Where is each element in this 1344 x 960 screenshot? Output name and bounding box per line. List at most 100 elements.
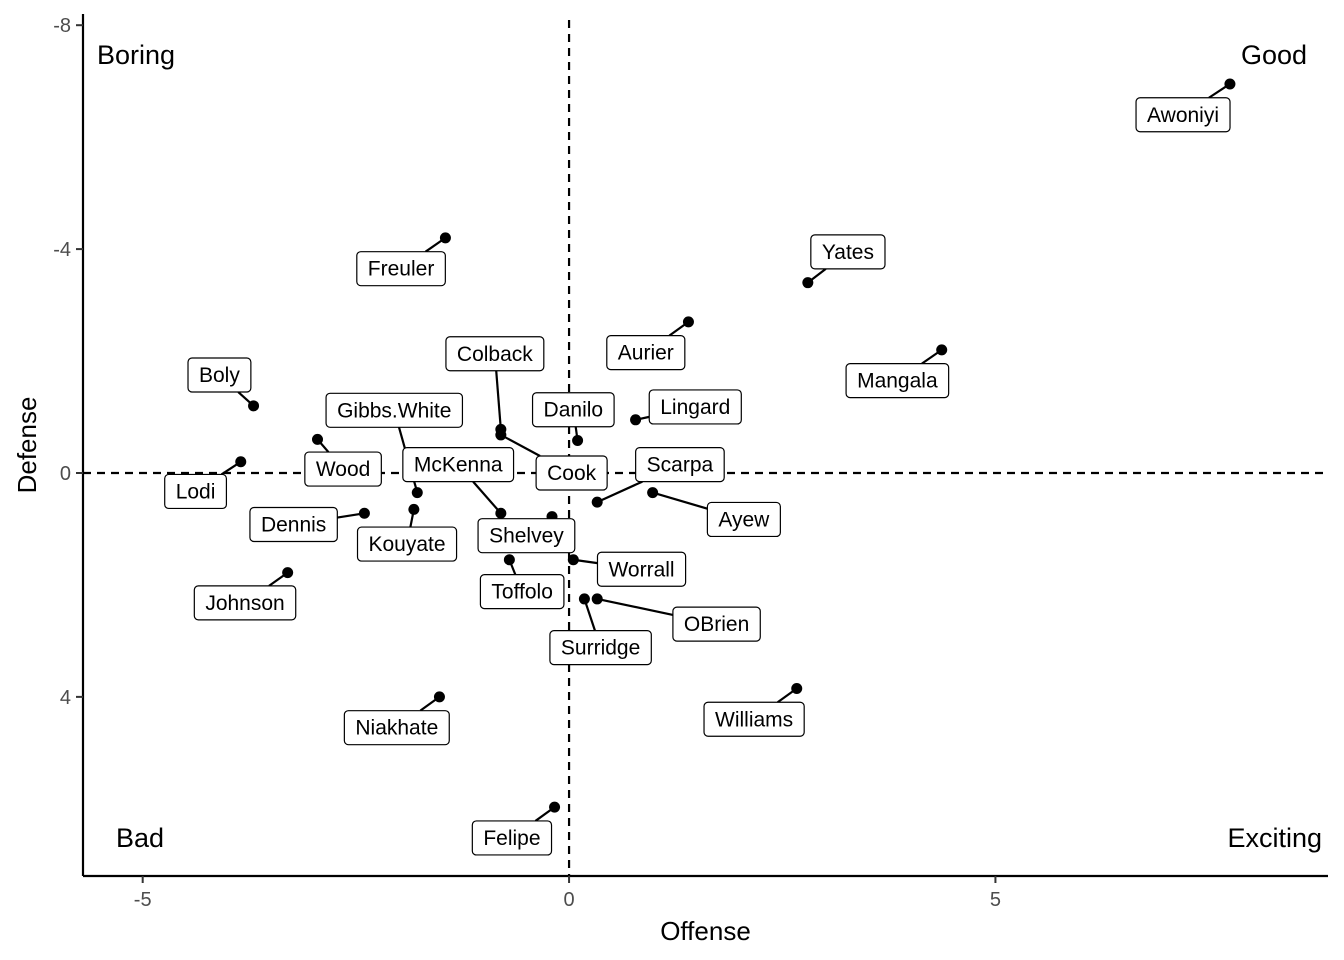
point-label: Danilo	[531, 392, 615, 428]
y-tick-label: 0	[60, 463, 71, 485]
axes: -5 0 5 -8 -4 0 4 Offense Defense	[12, 14, 1328, 946]
point-label: Johnson	[193, 585, 297, 621]
data-point	[630, 414, 642, 426]
data-point	[647, 487, 659, 499]
point-label: Williams	[703, 701, 805, 737]
point-label-text: Gibbs.White	[337, 399, 451, 422]
data-points	[235, 78, 1236, 813]
label-box	[343, 710, 450, 746]
point-label: Mangala	[845, 363, 950, 399]
point-label-text: Scarpa	[647, 454, 714, 477]
point-label: Colback	[445, 336, 545, 372]
data-point	[572, 435, 584, 447]
point-label-text: Boly	[199, 364, 240, 387]
quadrant-label-bottom-right: Exciting	[1227, 823, 1322, 853]
point-label: Shelvey	[477, 518, 576, 554]
data-point	[408, 503, 420, 515]
x-tick-label: 5	[990, 889, 1001, 911]
point-label: Felipe	[471, 820, 553, 856]
y-tick-label: 4	[60, 687, 71, 709]
point-label: Awoniyi	[1135, 97, 1231, 133]
point-label: Yates	[810, 234, 886, 270]
point-label-text: Danilo	[544, 399, 604, 422]
point-label: Niakhate	[343, 710, 450, 746]
label-box	[356, 251, 446, 287]
quadrant-label-bottom-left: Bad	[116, 823, 164, 853]
point-label: Cook	[535, 455, 608, 491]
point-label-text: Williams	[715, 708, 793, 731]
point-label-text: Wood	[316, 458, 370, 481]
label-box	[596, 551, 687, 587]
data-point	[802, 277, 814, 289]
quadrant-labels: Boring Good Bad Exciting	[97, 40, 1322, 853]
point-label: Surridge	[549, 630, 652, 666]
point-label-text: Toffolo	[491, 581, 553, 604]
leader-lines	[220, 83, 1231, 822]
point-label-text: Felipe	[483, 827, 540, 850]
label-box	[445, 336, 545, 372]
label-box	[531, 392, 615, 428]
label-box	[648, 389, 742, 425]
quadrant-label-top-left: Boring	[97, 40, 175, 70]
y-tick-label: -4	[53, 239, 71, 261]
point-label-text: Cook	[547, 462, 597, 485]
x-axis-title: Offense	[660, 916, 751, 946]
data-point	[578, 593, 590, 605]
leader-line	[596, 480, 643, 504]
point-label-text: Johnson	[205, 592, 284, 615]
point-label: Toffolo	[479, 574, 565, 610]
point-label-text: Lodi	[176, 480, 216, 503]
label-box	[471, 820, 553, 856]
label-box	[325, 392, 464, 428]
point-label-text: Lingard	[660, 396, 730, 419]
label-box	[1135, 97, 1231, 133]
data-point	[439, 232, 451, 244]
data-point	[591, 496, 603, 508]
label-box	[164, 473, 228, 510]
label-box	[810, 234, 886, 270]
data-point	[248, 400, 260, 412]
point-label: Gibbs.White	[325, 392, 464, 428]
data-point	[411, 487, 423, 499]
point-label: OBrien	[672, 606, 761, 642]
data-point	[312, 433, 324, 445]
data-point	[936, 344, 948, 356]
point-label-text: Shelvey	[489, 525, 564, 548]
point-labels: Awoniyi Yates Mangala Aurier Freuler Boly Lodi…	[164, 97, 1231, 856]
point-label-text: Awoniyi	[1147, 104, 1219, 127]
point-label-text: OBrien	[684, 613, 749, 636]
label-box	[249, 506, 338, 543]
data-point	[567, 554, 579, 566]
data-point	[433, 691, 445, 703]
data-point	[791, 682, 803, 694]
data-point	[682, 316, 694, 328]
quadrant-label-top-right: Good	[1241, 40, 1307, 70]
data-point	[495, 507, 507, 519]
point-label-text: Dennis	[261, 513, 326, 536]
leader-line	[500, 433, 541, 457]
point-label-text: Yates	[822, 241, 874, 264]
label-box	[606, 335, 686, 371]
x-tick-label: 0	[563, 889, 574, 911]
point-label: Aurier	[606, 335, 686, 371]
point-label-text: Aurier	[618, 342, 674, 365]
data-point	[495, 429, 507, 441]
data-point	[358, 507, 370, 519]
label-box	[402, 446, 515, 483]
data-point	[282, 567, 294, 579]
label-box	[479, 574, 565, 610]
point-label-text: Kouyate	[369, 533, 446, 556]
point-label-text: Colback	[457, 343, 533, 366]
data-point	[591, 593, 603, 605]
point-label: Boly	[187, 357, 252, 393]
label-box	[535, 455, 608, 491]
leader-line	[596, 597, 674, 616]
leader-line	[583, 598, 597, 631]
data-point	[1224, 78, 1236, 90]
point-label: Kouyate	[356, 526, 458, 562]
point-label: Ayew	[706, 501, 781, 538]
data-point	[549, 801, 561, 813]
label-box	[549, 630, 652, 666]
point-label-text: McKenna	[414, 454, 503, 477]
